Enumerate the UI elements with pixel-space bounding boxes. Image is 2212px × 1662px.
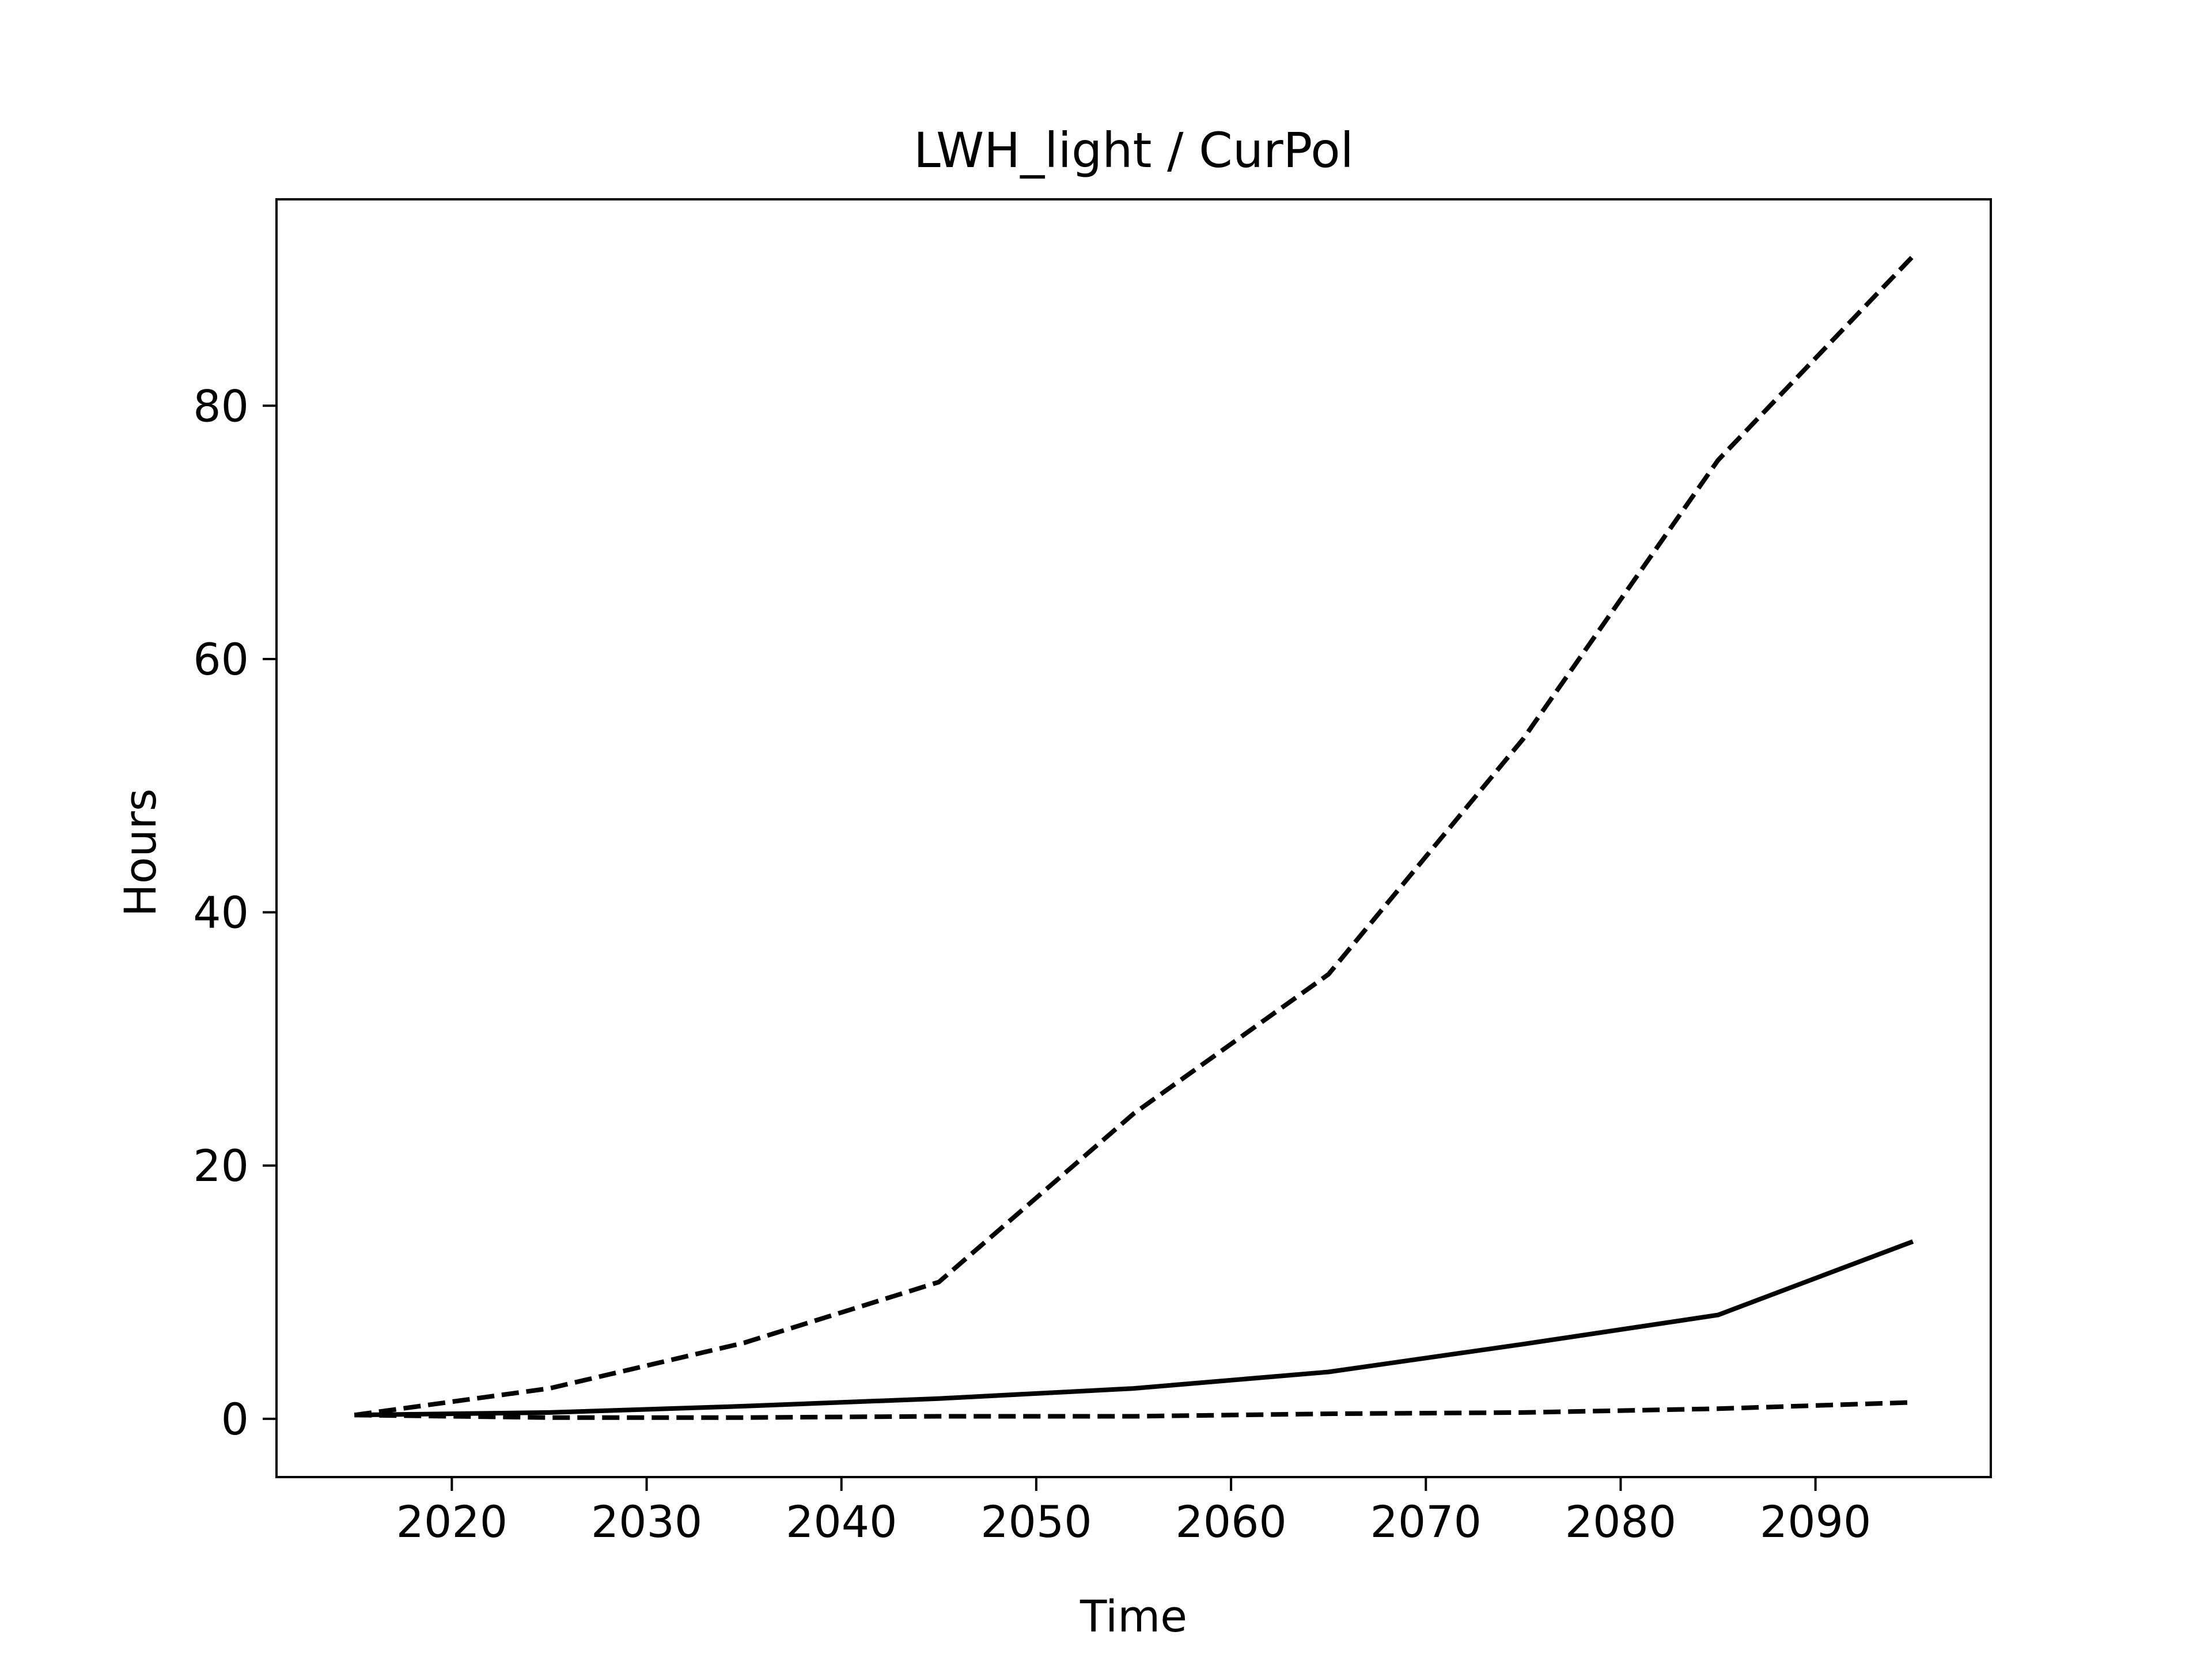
x-axis-ticks: 2020 2030 2040 2050 2060 2070 2080 2090 <box>396 1477 1871 1547</box>
series-line-2 <box>354 1239 1914 1418</box>
y-tick-label: 80 <box>193 380 249 431</box>
y-axis-ticks: 0 20 40 60 80 <box>193 380 276 1445</box>
x-tick-label: 2090 <box>1760 1496 1871 1547</box>
chart-title: LWH_light / CurPol <box>914 122 1354 179</box>
y-axis-label: Hours <box>115 789 166 917</box>
x-tick-label: 2020 <box>396 1496 507 1547</box>
x-axis-label: Time <box>1080 1591 1187 1642</box>
x-tick-label: 2030 <box>591 1496 702 1547</box>
x-tick-label: 2050 <box>980 1496 1092 1547</box>
x-tick-label: 2040 <box>786 1496 897 1547</box>
series-layer <box>354 255 1915 1420</box>
y-tick-label: 20 <box>193 1140 249 1191</box>
series-line-1 <box>354 255 1915 1418</box>
series-line-3 <box>354 1400 1913 1420</box>
x-tick-label: 2070 <box>1370 1496 1482 1547</box>
y-tick-label: 0 <box>221 1394 249 1445</box>
y-tick-label: 60 <box>193 634 249 685</box>
y-tick-label: 40 <box>193 887 249 938</box>
x-tick-label: 2060 <box>1175 1496 1286 1547</box>
plot-area-frame <box>275 198 1992 1478</box>
x-tick-label: 2080 <box>1565 1496 1676 1547</box>
